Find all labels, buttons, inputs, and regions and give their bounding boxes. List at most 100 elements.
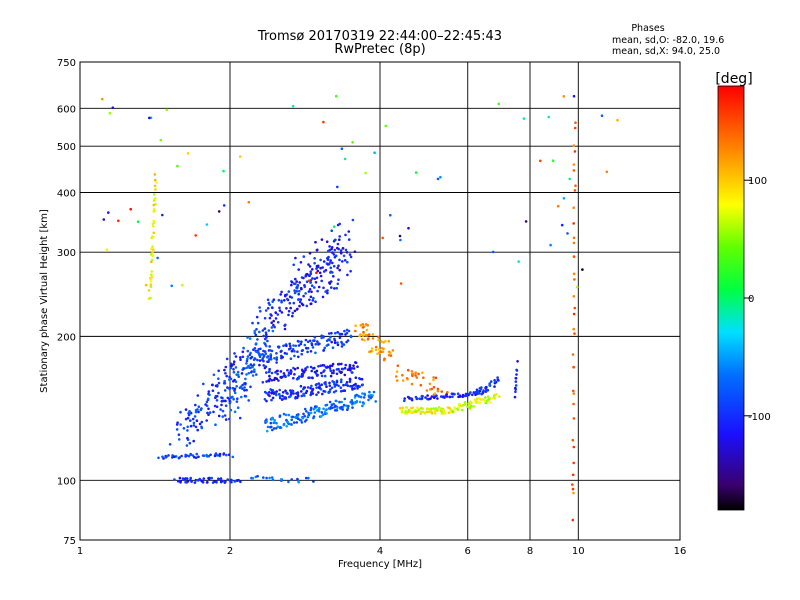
data-point [223, 368, 226, 372]
data-point [321, 392, 324, 396]
data-point [261, 329, 265, 332]
data-point [370, 347, 374, 350]
data-point [279, 293, 283, 296]
data-point [170, 284, 173, 288]
data-point [328, 367, 332, 370]
data-point [346, 260, 349, 264]
data-point [243, 367, 246, 370]
data-point [309, 386, 312, 390]
data-point [294, 344, 298, 348]
data-point [299, 342, 303, 346]
y-tick-label: 500 [57, 142, 76, 153]
data-point [250, 371, 253, 374]
data-point [232, 363, 235, 366]
data-point [268, 367, 271, 371]
data-point [327, 332, 331, 335]
data-point [489, 380, 493, 383]
x-axis-label: Frequency [MHz] [338, 559, 422, 570]
data-point [374, 345, 378, 349]
data-point [217, 377, 220, 381]
data-point [284, 413, 288, 417]
data-point [446, 391, 449, 394]
data-point [215, 399, 219, 402]
data-point [335, 409, 339, 412]
data-point [491, 250, 495, 254]
data-point [303, 343, 307, 347]
data-point [213, 454, 217, 458]
data-point [352, 367, 356, 370]
data-point [466, 405, 469, 409]
data-point [240, 372, 244, 375]
data-point [432, 385, 436, 389]
data-point [304, 476, 308, 480]
data-point [355, 400, 359, 403]
data-point [168, 443, 172, 446]
data-point [539, 159, 542, 163]
data-point [493, 380, 497, 383]
data-point [364, 171, 367, 175]
data-point [290, 283, 293, 287]
data-point [283, 327, 287, 331]
data-point [247, 371, 251, 375]
data-point [184, 408, 188, 411]
data-point [235, 400, 239, 403]
data-point [428, 382, 432, 386]
data-point [278, 394, 282, 398]
data-point [276, 313, 280, 316]
data-point [247, 364, 250, 368]
colorbar-label: [deg] [715, 71, 752, 87]
data-point [223, 414, 227, 417]
data-point [377, 338, 380, 342]
data-point [344, 248, 348, 252]
data-point [275, 377, 279, 381]
grid-lines [80, 62, 680, 540]
data-point [280, 311, 284, 314]
data-point [325, 408, 328, 411]
data-point [497, 102, 501, 106]
data-point [372, 390, 376, 394]
data-point [151, 254, 155, 257]
data-point [366, 338, 370, 341]
data-point [340, 340, 343, 344]
data-point [295, 308, 299, 311]
data-point [478, 387, 482, 390]
data-point [572, 94, 576, 98]
data-point [193, 415, 197, 418]
data-point [249, 366, 252, 370]
data-point [266, 298, 270, 302]
data-point [361, 404, 364, 408]
data-point [265, 429, 269, 433]
data-point [221, 409, 225, 413]
data-point [336, 282, 340, 286]
data-point [436, 409, 439, 412]
data-point [320, 374, 324, 378]
data-point [246, 349, 250, 353]
data-point [335, 372, 339, 376]
data-point [353, 401, 357, 405]
data-point [411, 372, 415, 376]
data-point [274, 311, 278, 314]
data-point [228, 378, 231, 381]
data-point [224, 372, 227, 375]
data-point [325, 412, 329, 415]
data-point [333, 341, 337, 345]
data-point [328, 400, 332, 404]
data-point [307, 263, 310, 266]
data-point [305, 280, 309, 284]
data-point [297, 292, 301, 296]
data-point [302, 392, 306, 396]
data-point [287, 290, 291, 293]
data-point [100, 97, 104, 101]
data-point [297, 268, 301, 271]
data-point [572, 144, 576, 147]
data-point [228, 417, 231, 421]
data-point [363, 392, 366, 396]
data-point [273, 418, 277, 422]
data-point [461, 395, 465, 399]
data-point [488, 384, 492, 387]
data-point [176, 164, 179, 168]
data-point [328, 381, 331, 385]
data-point [245, 362, 248, 365]
data-point [333, 337, 336, 341]
data-point [351, 387, 354, 390]
